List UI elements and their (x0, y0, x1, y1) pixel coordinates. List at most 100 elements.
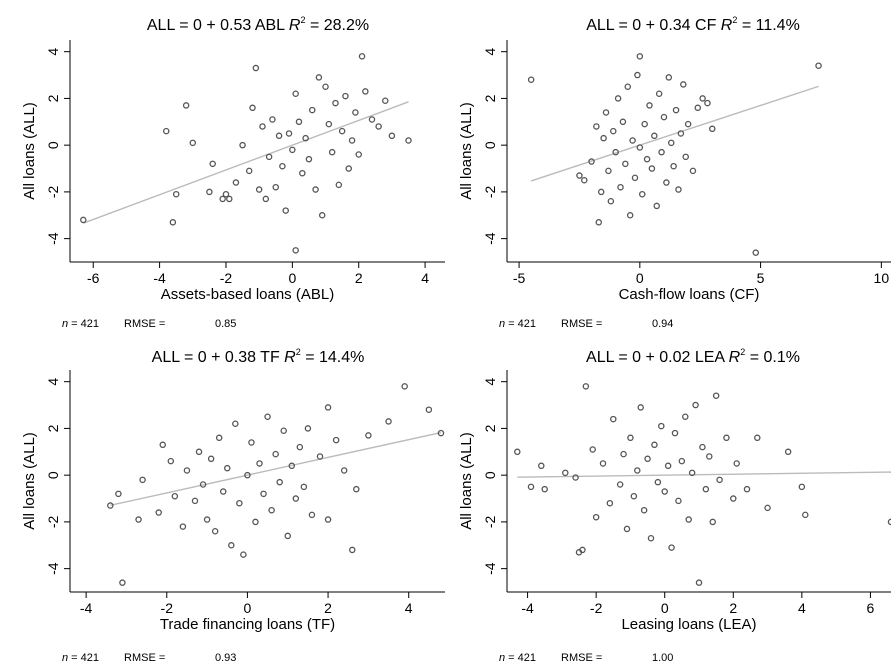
y-tick-label: -2 (45, 185, 61, 198)
data-point (658, 148, 665, 156)
data-point (627, 434, 634, 442)
data-point (802, 511, 809, 519)
data-point (605, 167, 612, 175)
data-point (209, 160, 216, 168)
data-point (324, 516, 332, 523)
data-point (712, 392, 720, 399)
y-tick-label: 2 (45, 94, 61, 102)
data-point (641, 120, 648, 128)
data-point (259, 123, 266, 130)
data-point (815, 62, 822, 69)
data-point (183, 467, 191, 474)
data-point (296, 443, 304, 451)
data-point (709, 125, 716, 133)
y-tick-label: 2 (482, 94, 498, 102)
data-point (264, 413, 271, 420)
chart-title: ALL = 0 + 0.53 ABL R2 = 28.2% (147, 15, 369, 34)
data-point (325, 120, 333, 128)
data-point (203, 516, 211, 523)
data-point (382, 97, 389, 105)
data-point (232, 179, 240, 186)
data-point (239, 141, 246, 149)
data-point (675, 186, 682, 193)
data-point (655, 90, 663, 97)
data-point (636, 53, 644, 60)
y-tick-label: 2 (45, 424, 61, 432)
data-point (593, 123, 600, 130)
data-point (602, 109, 610, 116)
data-point (228, 542, 235, 549)
data-point (730, 495, 737, 502)
fit-line (83, 101, 409, 224)
fit-line (530, 85, 819, 182)
data-point (182, 102, 190, 109)
x-axis-label: Assets-based loans (ABL) (161, 286, 334, 303)
data-point (624, 83, 632, 90)
data-point (695, 579, 703, 586)
footer-n: n = 421 (499, 652, 536, 664)
data-point (663, 179, 670, 186)
data-point (219, 488, 227, 495)
x-tick-label: 2 (355, 270, 363, 286)
data-point (425, 406, 433, 413)
data-point (606, 499, 614, 507)
data-point (385, 418, 392, 425)
data-point (219, 195, 226, 203)
data-point (80, 216, 87, 224)
data-point (675, 497, 682, 505)
data-point (754, 434, 761, 442)
data-point (572, 474, 579, 481)
data-point (405, 137, 412, 144)
y-tick-label: -2 (482, 185, 498, 198)
y-tick-label: 4 (482, 378, 498, 386)
chart-panel-2: -4 -2 0 2 4 -5 0 5 10 ALL = 0 + 0.34 CF R2 = 11.4… (458, 15, 891, 330)
data-point (279, 162, 286, 170)
data-point (295, 118, 303, 126)
data-point (664, 462, 672, 470)
data-point (206, 188, 213, 196)
data-point (581, 176, 588, 184)
data-point (276, 478, 283, 486)
data-point (764, 504, 771, 512)
data-point (342, 92, 349, 100)
data-point (312, 186, 319, 193)
data-point (576, 172, 583, 179)
data-point (199, 481, 207, 488)
data-point (315, 74, 323, 81)
data-point (345, 165, 353, 172)
data-point (215, 434, 223, 442)
data-point (682, 413, 689, 420)
data-point (328, 148, 336, 156)
data-point (252, 64, 260, 72)
data-point (304, 425, 312, 432)
data-point (255, 186, 263, 193)
data-point (643, 155, 651, 163)
data-point (139, 476, 146, 484)
x-tick-label: -4 (80, 600, 93, 616)
data-point (332, 99, 339, 107)
footer-rmse-label: RMSE = (124, 652, 165, 664)
y-tick-label: 4 (45, 48, 61, 56)
chart-panel-1: -4 -2 0 2 4 -6 -4 -2 0 2 4 ALL = 0 + 0.53 ABL R2 = … (21, 15, 445, 330)
data-point (619, 118, 627, 126)
data-point (672, 106, 680, 114)
data-point (622, 160, 629, 168)
chart-title: ALL = 0 + 0.34 CF R2 = 11.4% (586, 15, 800, 34)
data-point (265, 153, 273, 161)
data-point (362, 88, 369, 95)
data-point (248, 439, 255, 446)
data-point (292, 495, 300, 502)
x-tick-label: -2 (220, 270, 233, 286)
data-point (644, 455, 651, 463)
data-point (260, 490, 267, 498)
y-tick-label: 4 (482, 48, 498, 56)
data-point (236, 499, 243, 507)
x-tick-label: -2 (590, 600, 603, 616)
data-point (637, 404, 644, 411)
data-point (709, 518, 716, 526)
data-point (375, 123, 382, 130)
data-point (694, 104, 702, 112)
data-point (401, 383, 408, 390)
y-tick-label: 4 (45, 378, 61, 386)
